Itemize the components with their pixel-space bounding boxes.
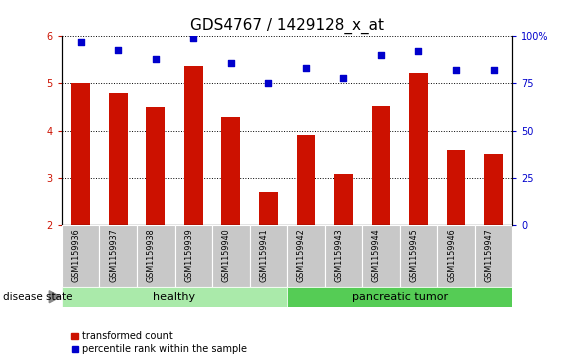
Bar bbox=[72, 83, 90, 225]
Bar bbox=[334, 174, 353, 225]
Point bbox=[301, 65, 310, 71]
Text: GSM1159944: GSM1159944 bbox=[372, 228, 381, 282]
Bar bbox=[212, 36, 249, 225]
Text: GSM1159939: GSM1159939 bbox=[184, 228, 193, 282]
Point bbox=[452, 68, 461, 73]
Bar bbox=[287, 225, 325, 287]
Bar bbox=[62, 287, 287, 307]
Bar bbox=[249, 36, 287, 225]
Bar bbox=[221, 117, 240, 225]
Point bbox=[489, 68, 498, 73]
Bar bbox=[62, 36, 100, 225]
Bar bbox=[362, 36, 400, 225]
Bar bbox=[212, 225, 249, 287]
Bar bbox=[437, 36, 475, 225]
Text: GSM1159946: GSM1159946 bbox=[447, 228, 456, 282]
Point bbox=[114, 46, 123, 52]
Bar bbox=[287, 287, 512, 307]
Bar bbox=[175, 225, 212, 287]
Bar bbox=[175, 36, 212, 225]
Bar bbox=[372, 106, 390, 225]
Point bbox=[226, 60, 235, 66]
Bar bbox=[400, 225, 437, 287]
Text: GSM1159941: GSM1159941 bbox=[260, 228, 269, 282]
Bar bbox=[184, 66, 203, 225]
Bar bbox=[475, 36, 512, 225]
Polygon shape bbox=[50, 291, 61, 303]
Text: GSM1159937: GSM1159937 bbox=[109, 228, 118, 282]
Bar bbox=[475, 225, 512, 287]
Text: disease state: disease state bbox=[3, 292, 72, 302]
Text: GSM1159943: GSM1159943 bbox=[334, 228, 343, 282]
Text: pancreatic tumor: pancreatic tumor bbox=[352, 292, 448, 302]
Text: GSM1159947: GSM1159947 bbox=[485, 228, 494, 282]
Bar bbox=[400, 36, 437, 225]
Bar bbox=[362, 225, 400, 287]
Text: GSM1159938: GSM1159938 bbox=[147, 228, 156, 282]
Bar bbox=[100, 225, 137, 287]
Title: GDS4767 / 1429128_x_at: GDS4767 / 1429128_x_at bbox=[190, 17, 384, 33]
Bar bbox=[325, 36, 362, 225]
Bar bbox=[446, 150, 466, 225]
Text: GSM1159945: GSM1159945 bbox=[409, 228, 418, 282]
Point bbox=[264, 81, 273, 86]
Text: GSM1159936: GSM1159936 bbox=[72, 228, 81, 282]
Bar bbox=[325, 225, 362, 287]
Bar bbox=[409, 73, 428, 225]
Point bbox=[189, 35, 198, 41]
Legend: transformed count, percentile rank within the sample: transformed count, percentile rank withi… bbox=[67, 327, 251, 358]
Bar bbox=[109, 93, 128, 225]
Bar bbox=[249, 225, 287, 287]
Bar bbox=[62, 225, 100, 287]
Point bbox=[414, 49, 423, 54]
Bar bbox=[100, 36, 137, 225]
Point bbox=[151, 56, 160, 62]
Bar bbox=[259, 192, 278, 225]
Bar bbox=[137, 36, 175, 225]
Text: GSM1159942: GSM1159942 bbox=[297, 228, 306, 282]
Point bbox=[377, 52, 386, 58]
Point bbox=[339, 75, 348, 81]
Text: healthy: healthy bbox=[154, 292, 195, 302]
Text: GSM1159940: GSM1159940 bbox=[222, 228, 231, 282]
Bar bbox=[146, 107, 165, 225]
Point bbox=[76, 39, 85, 45]
Bar bbox=[137, 225, 175, 287]
Bar bbox=[287, 36, 325, 225]
Bar bbox=[297, 135, 315, 225]
Bar bbox=[484, 154, 503, 225]
Bar bbox=[437, 225, 475, 287]
